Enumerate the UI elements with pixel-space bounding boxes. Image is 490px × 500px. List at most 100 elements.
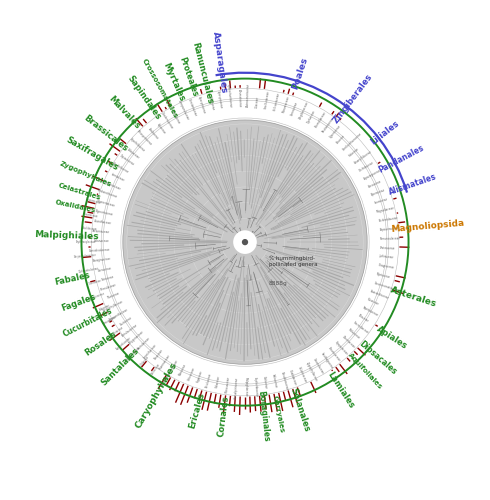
- Text: Ranunculales: Ranunculales: [191, 41, 215, 104]
- Text: Mimosaceae: Mimosaceae: [224, 376, 230, 394]
- Text: Fagales: Fagales: [61, 292, 98, 313]
- Text: Berberidaceae: Berberidaceae: [378, 216, 398, 223]
- Text: Moraceae: Moraceae: [178, 362, 188, 376]
- Text: Typhaceae: Typhaceae: [306, 109, 317, 124]
- Text: Cornaceae: Cornaceae: [98, 266, 113, 272]
- Text: Boraginales: Boraginales: [256, 390, 270, 442]
- Text: Xanthorrhoeaceae: Xanthorrhoeaceae: [342, 131, 363, 152]
- Text: Asterales: Asterales: [390, 285, 438, 308]
- Text: Passifloraceae: Passifloraceae: [160, 370, 172, 387]
- Text: Asparagaceae: Asparagaceae: [363, 168, 382, 180]
- Text: Cluciaceae: Cluciaceae: [88, 278, 102, 286]
- Circle shape: [233, 230, 257, 254]
- Text: Malvaceae: Malvaceae: [347, 328, 361, 340]
- Text: Alismataceae: Alismataceae: [237, 88, 241, 108]
- Text: Iridaceae: Iridaceae: [348, 147, 360, 158]
- Text: Primulaceae: Primulaceae: [100, 283, 118, 292]
- Text: Ulmaceae: Ulmaceae: [170, 358, 180, 372]
- Text: Caprifoliaceae: Caprifoliaceae: [129, 137, 146, 153]
- Text: Solanaceae: Solanaceae: [94, 239, 110, 243]
- Text: Malvales: Malvales: [107, 94, 142, 132]
- Text: Crossosomatales: Crossosomatales: [141, 58, 179, 120]
- Text: Proteales: Proteales: [177, 56, 199, 98]
- Text: Myrtaceae: Myrtaceae: [376, 272, 391, 280]
- Text: % hummingbird-
pollinated genera: % hummingbird- pollinated genera: [269, 256, 317, 268]
- Text: Hydrocharitaceae: Hydrocharitaceae: [226, 84, 232, 108]
- Text: Magnoliaceae: Magnoliaceae: [376, 206, 395, 214]
- Text: Tiliaceae: Tiliaceae: [358, 313, 370, 323]
- Text: Brassicaceae: Brassicaceae: [327, 346, 342, 363]
- Text: Fabaceae: Fabaceae: [98, 303, 111, 312]
- Text: Loranthaceae: Loranthaceae: [142, 342, 158, 359]
- Text: Alstroemeriaceae: Alstroemeriaceae: [246, 83, 251, 107]
- Text: Orobanchaceae: Orobanchaceae: [97, 188, 119, 199]
- Text: Goodeniaceae: Goodeniaceae: [160, 111, 173, 130]
- Text: Gentianaceae: Gentianaceae: [187, 98, 197, 117]
- Text: Cleomaceae: Cleomaceae: [83, 212, 99, 218]
- Text: Heliconiaceae: Heliconiaceae: [273, 92, 281, 111]
- Text: Phyllanthaceae: Phyllanthaceae: [125, 346, 141, 362]
- Text: Amaryllidaceae: Amaryllidaceae: [354, 150, 373, 165]
- Text: Euphorbiaceae: Euphorbiaceae: [116, 336, 132, 351]
- Text: Capparaceae: Capparaceae: [334, 340, 349, 357]
- Text: Erythroxylaceae: Erythroxylaceae: [76, 240, 96, 244]
- Text: Lamiaceae: Lamiaceae: [111, 172, 125, 182]
- Text: Apiales: Apiales: [375, 324, 409, 351]
- Text: Pandanales: Pandanales: [377, 143, 426, 174]
- Text: Apiaceae: Apiaceae: [155, 122, 166, 135]
- Text: Gesneriaceae: Gesneriaceae: [96, 199, 116, 208]
- Text: Bignoniaceae: Bignoniaceae: [95, 209, 113, 216]
- Text: Anacardiaceae: Anacardiaceae: [370, 289, 391, 300]
- Text: Asparagales: Asparagales: [211, 31, 229, 94]
- Text: Pittosporaceae: Pittosporaceae: [135, 129, 152, 146]
- Text: Malpighiaceae: Malpighiaceae: [107, 326, 124, 340]
- Text: Poales: Poales: [291, 56, 309, 91]
- Text: Fabales: Fabales: [54, 270, 91, 287]
- Text: Apocynaceae: Apocynaceae: [217, 91, 223, 110]
- Text: Oxalidales: Oxalidales: [54, 199, 96, 214]
- Text: 8888g: 8888g: [269, 281, 288, 286]
- Text: Hypericaceae: Hypericaceae: [89, 291, 106, 300]
- Text: Strelitziaceae: Strelitziaceae: [264, 90, 271, 109]
- Text: Garryales: Garryales: [272, 395, 285, 434]
- Text: Magnoliopsida: Magnoliopsida: [391, 218, 465, 234]
- Text: Ranunculaceae: Ranunculaceae: [380, 236, 401, 240]
- Text: Saxifragales: Saxifragales: [64, 135, 120, 172]
- Text: Santalales: Santalales: [99, 346, 141, 388]
- Text: Apocynaceae: Apocynaceae: [197, 96, 206, 114]
- Circle shape: [123, 120, 367, 364]
- Text: Santalaceae: Santalaceae: [136, 336, 151, 351]
- Text: Zygophyllales: Zygophyllales: [59, 160, 112, 188]
- Text: Salicaceae: Salicaceae: [271, 374, 278, 389]
- Text: Violaceae: Violaceae: [262, 376, 268, 389]
- Text: Lamiales: Lamiales: [326, 370, 356, 410]
- Text: Restionaceae: Restionaceae: [322, 116, 336, 134]
- Text: Lythraceae: Lythraceae: [379, 254, 394, 260]
- Text: Mimosaceae: Mimosaceae: [102, 315, 117, 326]
- Text: Brassicales: Brassicales: [82, 114, 130, 154]
- Text: Euphorbiaceae: Euphorbiaceae: [253, 376, 259, 398]
- Text: Boraginaceae: Boraginaceae: [92, 257, 111, 264]
- Text: Caryophyllales: Caryophyllales: [134, 361, 179, 430]
- Text: Verbenaceae: Verbenaceae: [92, 229, 111, 234]
- Text: Onagraceae: Onagraceae: [378, 264, 394, 270]
- Text: Lauraceae: Lauraceae: [374, 198, 389, 205]
- Text: Fagaceae: Fagaceae: [196, 370, 204, 383]
- Text: Malpighiales: Malpighiales: [35, 230, 99, 241]
- Text: Amaranthaceae: Amaranthaceae: [108, 308, 129, 322]
- Text: Zingiberales: Zingiberales: [331, 72, 374, 126]
- Text: Sapindales: Sapindales: [125, 74, 162, 122]
- Text: Dipsacaceae: Dipsacaceae: [119, 154, 135, 168]
- Text: Dichapetalaceae: Dichapetalaceae: [77, 266, 99, 274]
- Text: Urticaceae: Urticaceae: [187, 366, 196, 382]
- Text: Polygonaceae: Polygonaceae: [128, 330, 145, 345]
- Text: Adoxaceae: Adoxaceae: [126, 148, 140, 160]
- Text: Celastrales: Celastrales: [57, 182, 101, 201]
- Text: Convolvulaceae: Convolvulaceae: [89, 248, 110, 254]
- Text: Poaceae: Poaceae: [336, 134, 346, 145]
- Text: Oxalidaceae: Oxalidaceae: [288, 368, 297, 386]
- Text: Caesalpiniaceae: Caesalpiniaceae: [234, 376, 239, 399]
- Text: Aquifoliales: Aquifoliales: [347, 352, 384, 391]
- Text: Campanulaceae: Campanulaceae: [176, 99, 190, 121]
- Text: Cornales: Cornales: [217, 395, 231, 437]
